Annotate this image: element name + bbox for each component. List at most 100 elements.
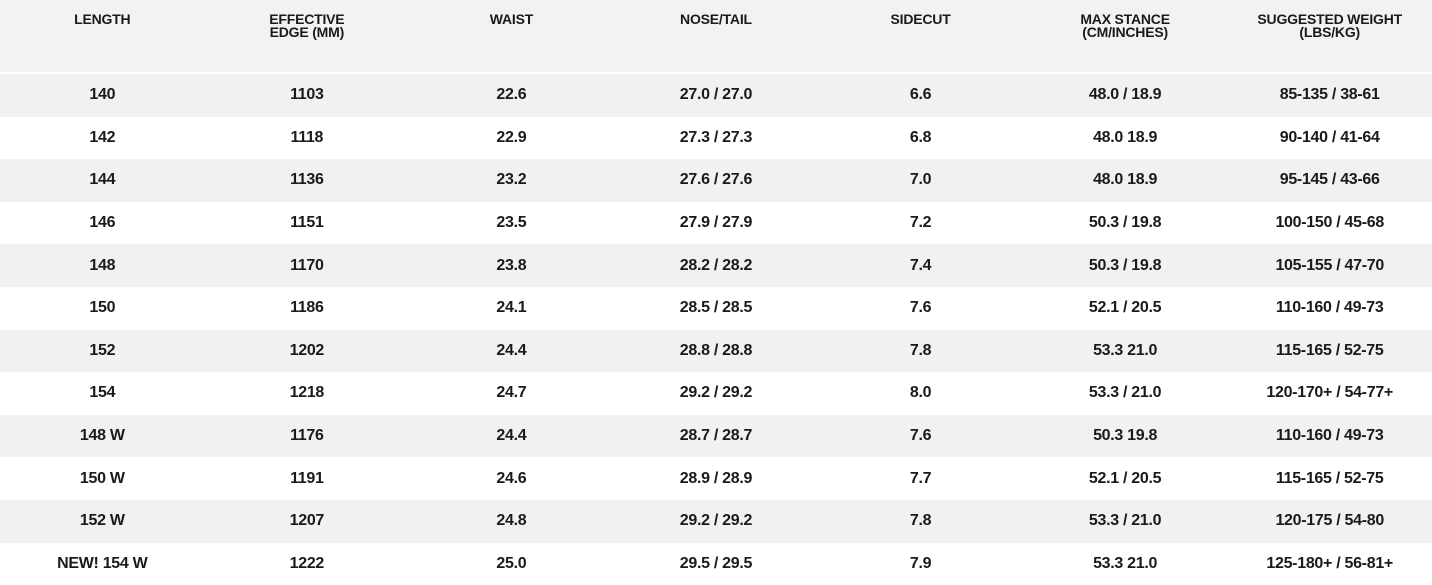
cell-waist: 22.9 — [409, 116, 614, 160]
cell-sidecut: 6.6 — [818, 73, 1023, 117]
cell-length: 152 — [0, 329, 205, 373]
cell-effective-edge: 1218 — [204, 372, 410, 415]
cell-waist: 25.0 — [409, 542, 614, 585]
cell-nose-tail: 27.6 / 27.6 — [613, 159, 819, 202]
column-header-line: EDGE (MM) — [269, 24, 345, 40]
cell-sidecut: 7.6 — [818, 286, 1023, 330]
cell-suggested-weight: 90-140 / 41-64 — [1227, 116, 1432, 160]
cell-sidecut: 8.0 — [818, 372, 1023, 415]
cell-suggested-weight: 105-155 / 47-70 — [1227, 244, 1432, 287]
cell-effective-edge: 1202 — [204, 329, 410, 373]
cell-waist: 24.1 — [409, 286, 614, 330]
cell-max-stance: 53.3 21.0 — [1022, 329, 1228, 373]
cell-waist: 24.7 — [409, 372, 614, 415]
cell-suggested-weight: 110-160 / 49-73 — [1227, 414, 1432, 458]
cell-sidecut: 6.8 — [818, 116, 1023, 160]
table-row: 152 1202 24.4 28.8 / 28.8 7.8 53.3 21.0 115-16… — [0, 329, 1432, 373]
table-row: NEW! 154 W 1222 25.0 29.5 / 29.5 7.9 53.3 21.… — [0, 542, 1432, 585]
cell-length: NEW! 154 W — [0, 542, 205, 585]
cell-waist: 23.5 — [409, 201, 614, 245]
cell-length: 150 W — [0, 457, 205, 500]
column-header-line: LENGTH — [74, 11, 131, 27]
cell-sidecut: 7.2 — [818, 201, 1023, 245]
column-header-line: SIDECUT — [890, 11, 951, 27]
cell-sidecut: 7.7 — [818, 457, 1023, 500]
cell-length: 148 W — [0, 414, 205, 458]
column-header-line: (CM/INCHES) — [1082, 24, 1168, 40]
column-header-max-stance: MAX STANCE (CM/INCHES) — [1022, 0, 1228, 74]
cell-sidecut: 7.8 — [818, 329, 1023, 373]
column-header-line: WAIST — [489, 11, 534, 27]
column-header-sidecut: SIDECUT — [818, 0, 1023, 74]
cell-effective-edge: 1191 — [204, 457, 410, 500]
cell-waist: 22.6 — [409, 73, 614, 117]
cell-nose-tail: 29.2 / 29.2 — [613, 372, 819, 415]
cell-length: 148 — [0, 244, 205, 287]
table-row: 152 W 1207 24.8 29.2 / 29.2 7.8 53.3 / 21.0 12… — [0, 499, 1432, 543]
cell-suggested-weight: 110-160 / 49-73 — [1227, 286, 1432, 330]
cell-waist: 24.8 — [409, 499, 614, 543]
cell-suggested-weight: 115-165 / 52-75 — [1227, 457, 1432, 500]
table-row: 144 1136 23.2 27.6 / 27.6 7.0 48.0 18.9 95-145… — [0, 159, 1432, 202]
cell-max-stance: 50.3 19.8 — [1022, 414, 1228, 458]
table-row: 150 W 1191 24.6 28.9 / 28.9 7.7 52.1 / 20.5 11… — [0, 457, 1432, 500]
cell-nose-tail: 28.9 / 28.9 — [613, 457, 819, 500]
cell-max-stance: 48.0 18.9 — [1022, 159, 1228, 202]
cell-effective-edge: 1170 — [204, 244, 410, 287]
cell-max-stance: 52.1 / 20.5 — [1022, 457, 1228, 500]
cell-suggested-weight: 120-175 / 54-80 — [1227, 499, 1432, 543]
cell-waist: 24.4 — [409, 329, 614, 373]
cell-length: 142 — [0, 116, 205, 160]
cell-nose-tail: 29.5 / 29.5 — [613, 542, 819, 585]
column-header-effective-edge: EFFECTIVE EDGE (MM) — [204, 0, 410, 74]
cell-length: 140 — [0, 73, 205, 117]
cell-max-stance: 53.3 / 21.0 — [1022, 499, 1228, 543]
cell-length: 146 — [0, 201, 205, 245]
cell-effective-edge: 1136 — [204, 159, 410, 202]
table-row: 150 1186 24.1 28.5 / 28.5 7.6 52.1 / 20.5 110-… — [0, 286, 1432, 330]
header-row: LENGTH EFFECTIVE EDGE (MM) WAIST NOSE/TAIL SI… — [0, 0, 1432, 74]
cell-effective-edge: 1151 — [204, 201, 410, 245]
table-row: 154 1218 24.7 29.2 / 29.2 8.0 53.3 / 21.0 120-… — [0, 372, 1432, 415]
cell-suggested-weight: 100-150 / 45-68 — [1227, 201, 1432, 245]
cell-sidecut: 7.8 — [818, 499, 1023, 543]
table-row: 140 1103 22.6 27.0 / 27.0 6.6 48.0 / 18.9 85-1… — [0, 73, 1432, 117]
cell-effective-edge: 1186 — [204, 286, 410, 330]
cell-max-stance: 52.1 / 20.5 — [1022, 286, 1228, 330]
column-header-waist: WAIST — [409, 0, 614, 74]
cell-nose-tail: 27.9 / 27.9 — [613, 201, 819, 245]
cell-suggested-weight: 115-165 / 52-75 — [1227, 329, 1432, 373]
column-header-nose-tail: NOSE/TAIL — [613, 0, 819, 74]
cell-suggested-weight: 125-180+ / 56-81+ — [1227, 542, 1432, 585]
cell-max-stance: 53.3 21.0 — [1022, 542, 1228, 585]
cell-waist: 23.8 — [409, 244, 614, 287]
cell-effective-edge: 1207 — [204, 499, 410, 543]
cell-length: 152 W — [0, 499, 205, 543]
cell-sidecut: 7.4 — [818, 244, 1023, 287]
cell-waist: 24.6 — [409, 457, 614, 500]
cell-effective-edge: 1103 — [204, 73, 410, 117]
cell-length: 154 — [0, 372, 205, 415]
table-row: 148 1170 23.8 28.2 / 28.2 7.4 50.3 / 19.8 105-… — [0, 244, 1432, 287]
cell-max-stance: 53.3 / 21.0 — [1022, 372, 1228, 415]
cell-sidecut: 7.6 — [818, 414, 1023, 458]
column-header-line: SUGGESTED WEIGHT — [1257, 11, 1402, 27]
cell-waist: 24.4 — [409, 414, 614, 458]
cell-nose-tail: 28.2 / 28.2 — [613, 244, 819, 287]
cell-length: 144 — [0, 159, 205, 202]
cell-suggested-weight: 85-135 / 38-61 — [1227, 73, 1432, 117]
cell-nose-tail: 27.3 / 27.3 — [613, 116, 819, 160]
cell-sidecut: 7.0 — [818, 159, 1023, 202]
cell-suggested-weight: 95-145 / 43-66 — [1227, 159, 1432, 202]
cell-effective-edge: 1118 — [204, 116, 410, 160]
cell-length: 150 — [0, 286, 205, 330]
column-header-suggested-weight: SUGGESTED WEIGHT (LBS/KG) — [1227, 0, 1432, 74]
cell-nose-tail: 27.0 / 27.0 — [613, 73, 819, 117]
cell-effective-edge: 1176 — [204, 414, 410, 458]
cell-nose-tail: 28.8 / 28.8 — [613, 329, 819, 373]
column-header-line: (LBS/KG) — [1299, 24, 1360, 40]
table-row: 142 1118 22.9 27.3 / 27.3 6.8 48.0 18.9 90-140… — [0, 116, 1432, 160]
cell-nose-tail: 29.2 / 29.2 — [613, 499, 819, 543]
cell-nose-tail: 28.7 / 28.7 — [613, 414, 819, 458]
